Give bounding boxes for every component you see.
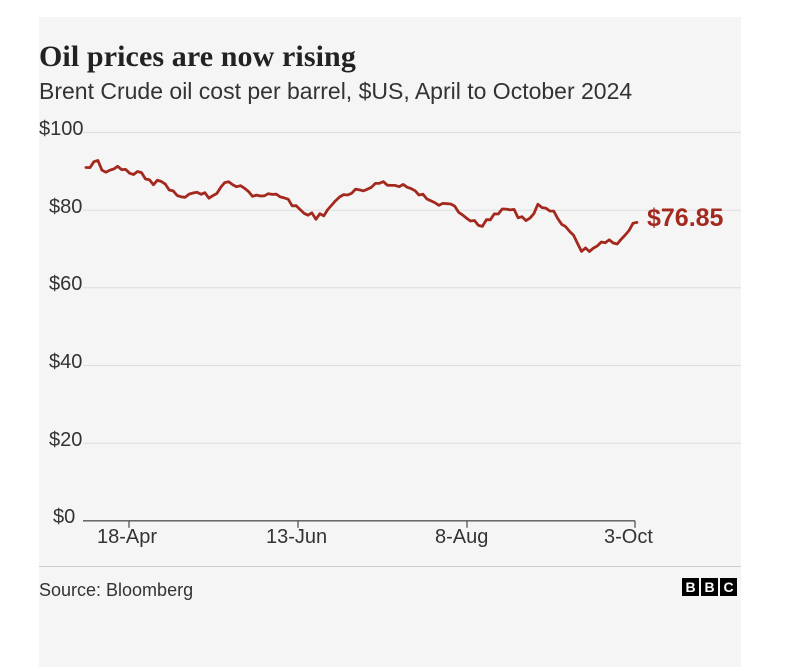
svg-text:C: C [723, 579, 733, 595]
svg-text:B: B [685, 579, 695, 595]
svg-text:B: B [704, 579, 714, 595]
